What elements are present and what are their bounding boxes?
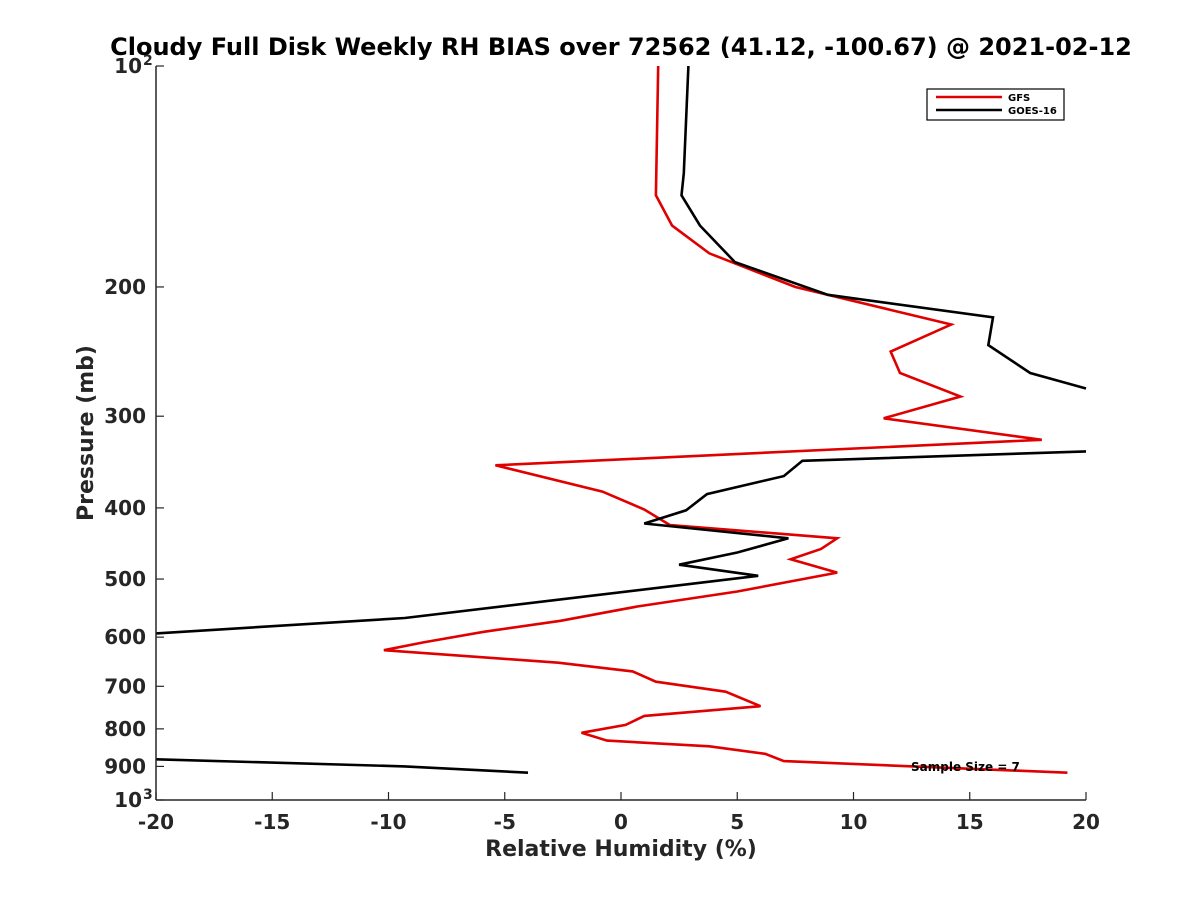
legend-label-gfs: GFS [1008,93,1030,104]
y-tick-label: 700 [104,674,146,698]
series-goes-16 [155,65,1087,774]
series-gfs [383,65,1068,774]
series-layer [155,65,1087,774]
y-tick-exponent: 3 [143,787,153,803]
x-axis-label: Relative Humidity (%) [485,837,757,862]
y-tick-label: 200 [104,275,146,299]
y-tick-label: 10 [114,54,142,78]
x-tick-label: -15 [254,810,290,834]
y-tick-label: 400 [104,496,146,520]
y-tick-label: 10 [114,788,142,812]
x-tick-label: 10 [840,810,868,834]
legend: GFS GOES-16 [926,88,1065,121]
y-tick-label: 800 [104,717,146,741]
series-line-goes-16-2 [155,758,529,774]
sample-size-annotation: Sample Size = 7 [911,760,1020,774]
series-line-goes-16-0 [680,65,1087,390]
x-tick-label: -5 [494,810,516,834]
legend-box [926,88,1065,121]
x-tick-label: 20 [1072,810,1100,834]
x-tick-label: -10 [370,810,406,834]
series-line-gfs-0 [383,65,1068,774]
legend-label-goes16: GOES-16 [1008,106,1057,117]
x-tick-label: 0 [614,810,628,834]
x-tick-label: 15 [956,810,984,834]
y-tick-exponent: 2 [143,53,153,69]
x-tick-label: -20 [138,810,174,834]
x-ticks: -20 -15 -10 -5 0 5 10 15 20 [138,792,1100,834]
x-tick-label: 5 [730,810,744,834]
y-tick-label: 300 [104,404,146,428]
y-tick-label: 900 [104,754,146,778]
y-tick-label: 600 [104,625,146,649]
y-axis-label: Pressure (mb) [74,345,99,521]
series-line-goes-16-1 [155,450,1087,635]
chart-title: Cloudy Full Disk Weekly RH BIAS over 725… [110,33,1132,61]
y-tick-label: 500 [104,567,146,591]
